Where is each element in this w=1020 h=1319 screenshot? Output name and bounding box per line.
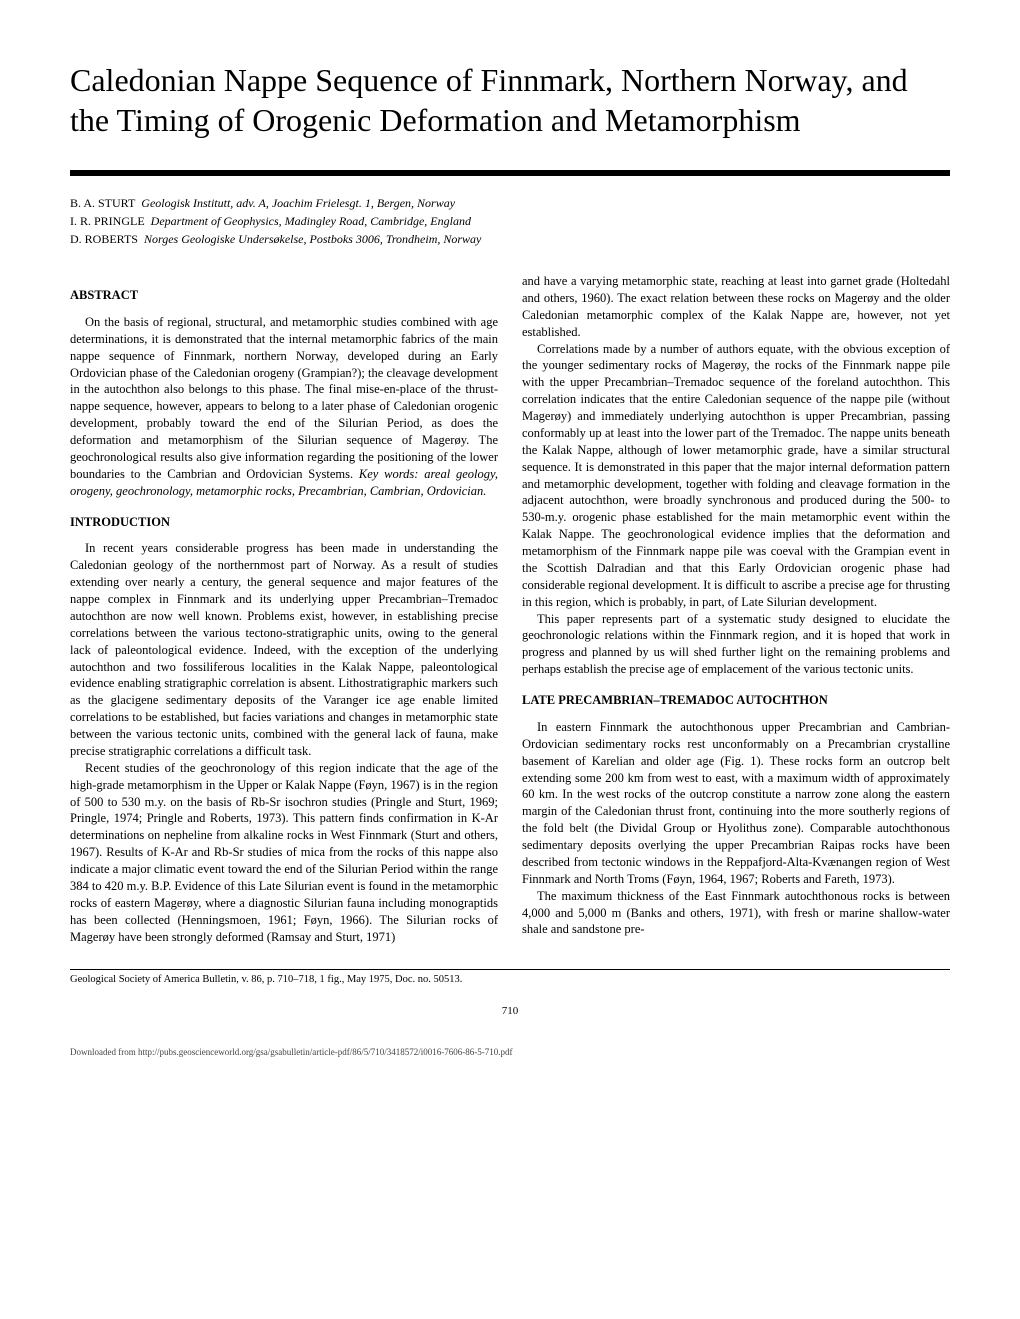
right-column: and have a varying metamorphic state, re… [522, 273, 950, 945]
abstract-heading: ABSTRACT [70, 287, 498, 304]
intro-paragraph-1: In recent years considerable progress ha… [70, 540, 498, 759]
author-line: I. R. PRINGLE Department of Geophysics, … [70, 212, 950, 230]
download-footer: Downloaded from http://pubs.geosciencewo… [70, 1047, 950, 1057]
left-column: ABSTRACT On the basis of regional, struc… [70, 273, 498, 945]
author-line: D. ROBERTS Norges Geologiske Undersøkels… [70, 230, 950, 248]
author-name: I. R. PRINGLE [70, 214, 145, 228]
title-rule [70, 170, 950, 176]
author-affiliation: Geologisk Institutt, adv. A, Joachim Fri… [141, 196, 455, 210]
author-list: B. A. STURT Geologisk Institutt, adv. A,… [70, 194, 950, 248]
col2-paragraph-1: and have a varying metamorphic state, re… [522, 273, 950, 341]
author-name: D. ROBERTS [70, 232, 138, 246]
body-columns: ABSTRACT On the basis of regional, struc… [70, 273, 950, 945]
author-name: B. A. STURT [70, 196, 135, 210]
article-title: Caledonian Nappe Sequence of Finnmark, N… [70, 60, 950, 140]
abstract-text: On the basis of regional, structural, an… [70, 315, 498, 481]
col2-paragraph-2: Correlations made by a number of authors… [522, 341, 950, 611]
page-number: 710 [70, 1005, 950, 1017]
col2-paragraph-3: This paper represents part of a systemat… [522, 611, 950, 679]
abstract-body: On the basis of regional, structural, an… [70, 314, 498, 500]
citation-line: Geological Society of America Bulletin, … [70, 969, 950, 985]
late-paragraph-2: The maximum thickness of the East Finnma… [522, 888, 950, 939]
late-heading: LATE PRECAMBRIAN–TREMADOC AUTOCHTHON [522, 692, 950, 709]
author-affiliation: Department of Geophysics, Madingley Road… [151, 214, 471, 228]
introduction-heading: INTRODUCTION [70, 514, 498, 531]
intro-paragraph-2: Recent studies of the geochronology of t… [70, 760, 498, 946]
author-affiliation: Norges Geologiske Undersøkelse, Postboks… [144, 232, 481, 246]
author-line: B. A. STURT Geologisk Institutt, adv. A,… [70, 194, 950, 212]
late-paragraph-1: In eastern Finnmark the autochthonous up… [522, 719, 950, 888]
